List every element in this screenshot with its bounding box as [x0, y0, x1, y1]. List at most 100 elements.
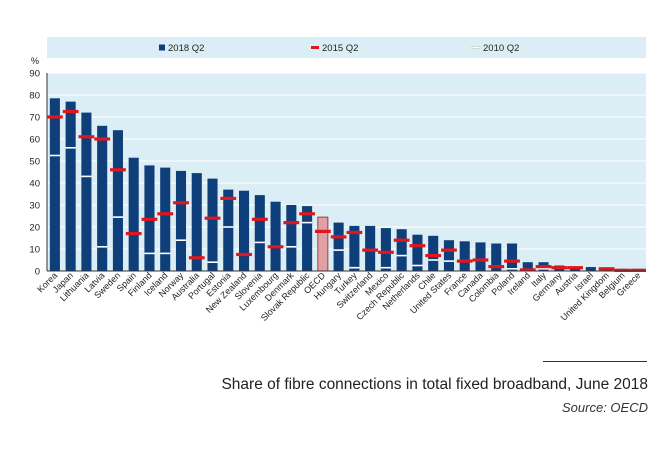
marker-2010	[254, 241, 265, 244]
bar-chart: 0 10 20 30 40 50 60 70 80 90% 2018 Q2 2015 Q2 2010 Q…	[29, 37, 646, 323]
bar-poland	[506, 243, 518, 271]
chart-source: Source: OECD	[562, 400, 648, 415]
bar-ireland	[522, 262, 533, 271]
y-axis-unit: %	[31, 56, 39, 66]
marker-2010	[443, 260, 455, 262]
marker-2010	[223, 226, 234, 228]
marker-2015	[110, 168, 126, 172]
marker-2015	[267, 245, 284, 249]
marker-2015	[173, 201, 189, 205]
y-tick-label: 40	[29, 179, 40, 190]
marker-2015	[299, 212, 315, 216]
marker-2010	[428, 259, 439, 261]
legend-swatch-2015	[311, 46, 319, 49]
marker-2015	[472, 258, 489, 262]
y-tick-label: 50	[29, 157, 40, 168]
marker-2010	[396, 254, 407, 257]
bar-switzerland	[365, 225, 376, 271]
bar-korea	[49, 98, 60, 271]
legend-swatch-2018	[159, 44, 165, 51]
marker-2015	[362, 248, 379, 252]
y-tick-label: 0	[35, 267, 40, 278]
marker-2015	[330, 235, 347, 239]
bar-denmark	[286, 205, 297, 271]
marker-2015	[598, 267, 615, 271]
legend-label: 2010 Q2	[483, 43, 519, 54]
chart-caption: Share of fibre connections in total fixe…	[221, 376, 648, 393]
marker-2015	[141, 217, 158, 221]
marker-2010	[380, 266, 391, 269]
bar-czech-republic	[396, 229, 407, 271]
marker-2015	[425, 254, 442, 258]
bar-sweden	[112, 130, 123, 271]
y-tick-label: 20	[29, 223, 40, 234]
bar-colombia	[491, 243, 502, 271]
bar-norway	[175, 170, 187, 271]
marker-2015	[251, 217, 268, 221]
marker-2015	[188, 256, 205, 260]
legend-label: 2015 Q2	[322, 43, 358, 54]
legend-panel	[47, 37, 646, 58]
marker-2015	[378, 250, 394, 254]
marker-2015	[47, 115, 63, 119]
bar-slovak-republic	[302, 206, 313, 271]
marker-2015	[409, 244, 426, 248]
legend-swatch-2010	[471, 46, 481, 49]
y-tick-label: 80	[29, 91, 40, 102]
bar-japan	[65, 101, 76, 271]
marker-2015	[456, 259, 473, 263]
bar-oecd	[317, 216, 329, 272]
bar-slovenia	[254, 195, 265, 271]
bar-iceland	[160, 167, 171, 271]
marker-2010	[333, 249, 344, 251]
marker-2010	[349, 266, 360, 269]
marker-2010	[160, 252, 171, 255]
marker-2010	[302, 221, 313, 224]
bar-hungary	[333, 222, 344, 271]
marker-2015	[567, 266, 583, 270]
marker-2015	[157, 212, 174, 216]
marker-2010	[81, 175, 92, 178]
marker-2010	[538, 268, 549, 270]
bar-lithuania	[81, 112, 92, 271]
marker-2010	[65, 147, 76, 149]
bar-turkey	[349, 225, 360, 271]
y-tick-label: 10	[29, 245, 40, 256]
marker-2015	[314, 229, 331, 233]
marker-2015	[94, 137, 111, 141]
marker-2010	[506, 268, 518, 270]
y-tick-label: 90	[29, 69, 40, 80]
marker-2015	[220, 196, 237, 200]
marker-2015	[346, 230, 363, 235]
marker-2015	[78, 135, 95, 139]
bar-israel	[585, 267, 596, 271]
marker-2015	[519, 268, 536, 272]
marker-2015	[204, 216, 221, 220]
marker-2015	[504, 259, 520, 263]
bar-latvia	[97, 125, 108, 271]
marker-2010	[286, 246, 297, 248]
marker-2015	[441, 248, 457, 252]
marker-2015	[630, 268, 646, 272]
bar-united-states	[443, 240, 455, 271]
marker-2010	[412, 264, 423, 267]
marker-2010	[144, 252, 155, 255]
bar-spain	[128, 157, 139, 271]
bar-france	[459, 241, 470, 271]
marker-2015	[535, 265, 552, 269]
marker-2010	[207, 261, 218, 263]
bar-estonia	[223, 189, 234, 271]
marker-2015	[614, 268, 631, 272]
bar-portugal	[207, 178, 218, 271]
marker-2015	[236, 252, 252, 257]
marker-2010	[175, 239, 187, 241]
bar-australia	[191, 173, 202, 271]
legend-label: 2018 Q2	[168, 43, 204, 54]
bar-canada	[475, 242, 486, 271]
bar-chile	[428, 235, 439, 271]
bar-luxembourg	[270, 201, 281, 271]
bar-netherlands	[412, 234, 423, 271]
marker-2010	[97, 246, 108, 248]
y-tick-label: 30	[29, 201, 40, 212]
